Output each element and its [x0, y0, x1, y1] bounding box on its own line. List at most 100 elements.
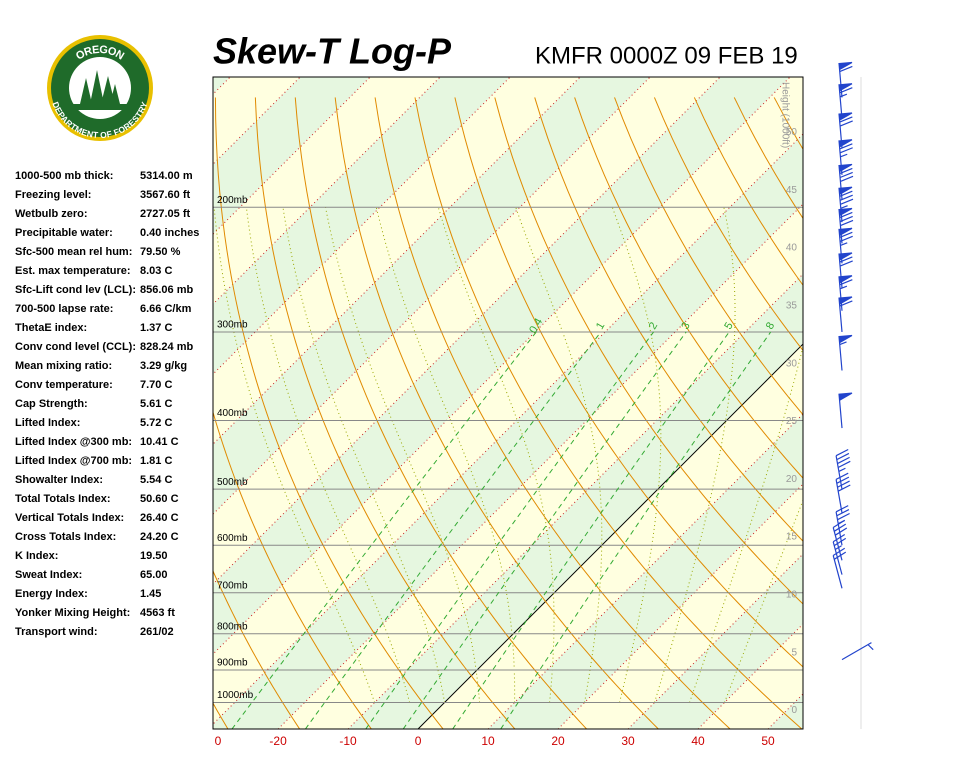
- moist-adiabat: [282, 207, 446, 703]
- mixing-ratio-line: [402, 331, 687, 729]
- x-tick-label: 0: [415, 734, 422, 748]
- stat-label: Total Totals Index:: [15, 493, 111, 505]
- stat-value: 79.50 %: [140, 246, 181, 258]
- wind-barb: [838, 112, 853, 149]
- stat-label: Sfc-500 mean rel hum:: [15, 246, 132, 258]
- stat-label: Cap Strength:: [15, 398, 88, 410]
- stat-label: K Index:: [15, 550, 58, 562]
- plot-frame: [212, 76, 804, 730]
- dry-adiabat: [213, 410, 372, 729]
- mixing-ratio-label: 2: [647, 320, 660, 331]
- dry-adiabat: [653, 97, 803, 352]
- x-tick-label: -10: [339, 734, 357, 748]
- x-tick-label: 20: [551, 734, 565, 748]
- wind-barb: [832, 547, 847, 589]
- stat-value: 261/02: [140, 626, 174, 638]
- stat-label: Showalter Index:: [15, 474, 103, 486]
- y2-axis-label: Height (1000ft): [779, 82, 790, 148]
- stat-label: Sfc-Lift cond lev (LCL):: [15, 284, 136, 296]
- temperature-band: [488, 414, 803, 729]
- wind-barb: [838, 83, 853, 119]
- stats-panel: 1000-500 mb thick: 5314.00 m Freezing leve…: [15, 170, 199, 638]
- dry-adiabat: [494, 97, 803, 605]
- dry-adiabat: [213, 569, 301, 729]
- wind-barb: [838, 252, 853, 288]
- y2-tick-label: 45: [786, 185, 798, 196]
- mixing-ratio-label: 3: [679, 320, 692, 331]
- mixing-ratio-line: [500, 331, 772, 729]
- logo-top-text: OREGON: [74, 44, 126, 63]
- chart-subtitle: KMFR 0000Z 09 FEB 19: [535, 42, 798, 69]
- isotherm: [838, 77, 960, 729]
- dry-adiabat: [534, 97, 803, 542]
- y2-tick-label: 50: [786, 127, 798, 138]
- y2-tick-label: 20: [786, 474, 798, 485]
- stat-label: ThetaE index:: [15, 322, 87, 334]
- x-tick-label: 50: [761, 734, 775, 748]
- zero-isotherm: [417, 343, 803, 729]
- dry-adiabat: [934, 97, 960, 729]
- logo-trees: [80, 70, 120, 104]
- temperature-band: [278, 204, 803, 729]
- stat-value: 5314.00 m: [140, 170, 193, 182]
- moist-adiabat: [437, 207, 555, 703]
- dry-adiabat: [854, 97, 960, 729]
- temperature-band: [213, 134, 803, 729]
- y-tick-label: 200mb: [217, 195, 248, 206]
- isotherm: [213, 77, 581, 445]
- stat-value: 19.50: [140, 550, 168, 562]
- isotherm: [213, 77, 441, 305]
- isotherm: [213, 77, 371, 235]
- stat-label: Conv cond level (CCL):: [15, 341, 136, 353]
- stat-label: Lifted Index:: [15, 417, 80, 429]
- wind-barb: [835, 505, 850, 546]
- y-tick-label: 800mb: [217, 621, 248, 632]
- dry-adiabat: [374, 97, 731, 729]
- stat-label: Freezing level:: [15, 189, 91, 201]
- x-tick-label: 10: [481, 734, 495, 748]
- wind-barb: [838, 275, 853, 311]
- y2-tick-label: 0: [791, 705, 797, 716]
- stat-value: 10.41 C: [140, 436, 179, 448]
- isotherm: [213, 133, 803, 725]
- chart-title: Skew-T Log-P: [213, 31, 452, 72]
- mixing-ratio-line: [452, 331, 730, 729]
- stat-label: Wetbulb zero:: [15, 208, 88, 220]
- stat-value: 26.40 C: [140, 512, 179, 524]
- wind-barb: [832, 534, 847, 575]
- stat-label: Vertical Totals Index:: [15, 512, 124, 524]
- dry-adiabat: [414, 97, 803, 729]
- wind-barb: [838, 186, 854, 223]
- logo: OREGON DEPARTMENT OF FORESTRY: [47, 35, 153, 141]
- stat-value: 4563 ft: [140, 607, 175, 619]
- y-tick-label: 1000mb: [217, 690, 254, 701]
- mixing-ratio-line: [304, 331, 602, 729]
- wind-barb: [838, 61, 853, 98]
- mixing-ratio-line: [365, 331, 655, 729]
- stat-value: 5.72 C: [140, 417, 172, 429]
- y2-tick-label: 40: [786, 243, 798, 254]
- dry-adiabat: [334, 97, 659, 729]
- stat-label: Precipitable water:: [15, 227, 113, 239]
- y-tick-label: 400mb: [217, 408, 248, 419]
- stat-label: Mean mixing ratio:: [15, 360, 112, 372]
- wind-barb: [838, 392, 853, 429]
- wind-barb: [838, 207, 854, 244]
- y2-tick-label: 10: [786, 590, 798, 601]
- dry-adiabat: [574, 97, 803, 479]
- stat-value: 6.66 C/km: [140, 303, 192, 315]
- stat-value: 50.60 C: [140, 493, 179, 505]
- stat-value: 828.24 mb: [140, 341, 193, 353]
- stat-label: Lifted Index @300 mb:: [15, 436, 132, 448]
- isotherm: [213, 77, 651, 515]
- stat-value: 856.06 mb: [140, 284, 193, 296]
- temperature-band: [213, 77, 803, 725]
- stat-value: 3.29 g/kg: [140, 360, 187, 372]
- x-tick-label: 30: [621, 734, 635, 748]
- stat-value: 8.03 C: [140, 265, 172, 277]
- y2-tick-label: 35: [786, 301, 798, 312]
- wind-barb: [835, 448, 851, 490]
- dry-adiabat: [814, 97, 960, 729]
- stat-label: Est. max temperature:: [15, 265, 131, 277]
